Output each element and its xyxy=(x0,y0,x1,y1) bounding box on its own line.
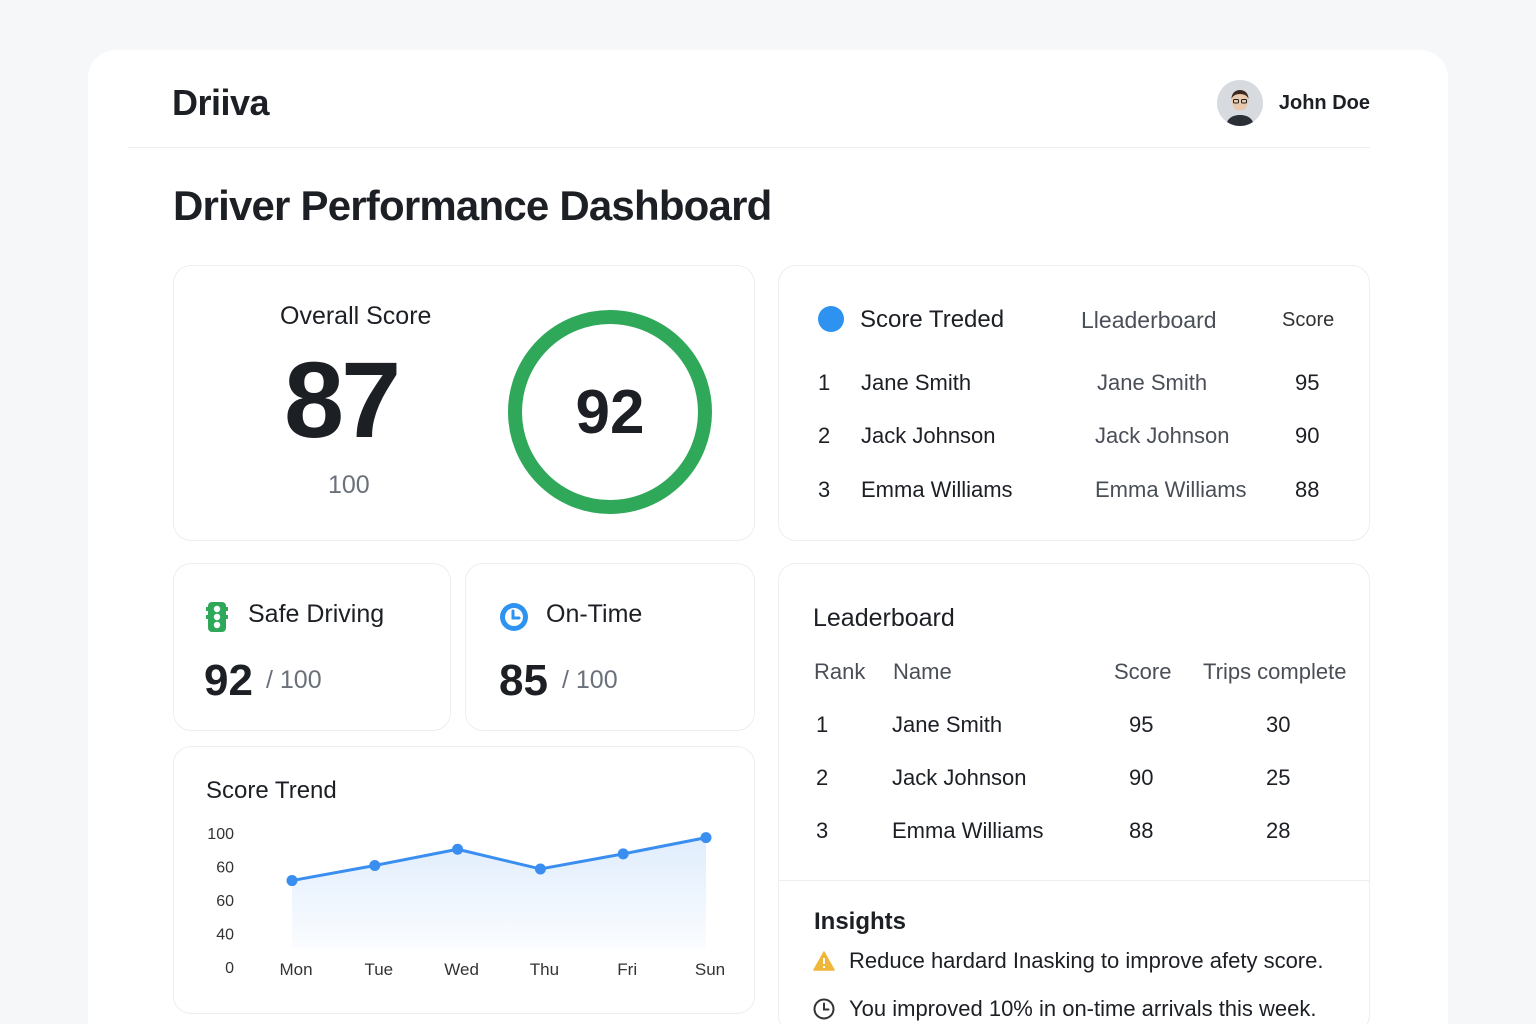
x-tick-label: Sun xyxy=(695,960,725,979)
mini-row-name[interactable]: Jack Johnson xyxy=(861,423,996,448)
score-header[interactable]: Score xyxy=(1282,309,1335,331)
mini-row-rank: 2 xyxy=(818,423,831,448)
clock-icon xyxy=(500,603,528,631)
traffic-light-icon xyxy=(206,602,228,632)
data-point[interactable] xyxy=(452,843,464,855)
y-tick-label: 100 xyxy=(207,826,234,843)
table-row-name[interactable]: Jack Johnson xyxy=(892,765,1027,790)
insight-text: You improved 10% in on-time arrivals thi… xyxy=(849,996,1317,1021)
insight-item: You improved 10% in on-time arrivals thi… xyxy=(813,996,1317,1022)
overall-score-value: 87 xyxy=(284,339,401,460)
table-row-score: 88 xyxy=(1129,818,1154,843)
overall-score-label: Overall Score xyxy=(280,302,432,330)
score-trend-leaderboard-card: Score Treded Lleaderboard Score 1 Jane S… xyxy=(778,265,1370,541)
series-area xyxy=(292,837,706,949)
table-row-trips: 25 xyxy=(1266,765,1291,790)
insight-item: Reduce hardard Inasking to improve afety… xyxy=(813,948,1323,974)
leaderboard-header[interactable]: Lleaderboard xyxy=(1081,307,1217,333)
mini-row-name2: Jane Smith xyxy=(1097,370,1208,395)
score-trend-title: Score Treded xyxy=(860,306,1005,333)
safe-driving-value: 92 xyxy=(204,656,253,705)
table-row-name[interactable]: Emma Williams xyxy=(892,818,1044,843)
y-tick-label: 40 xyxy=(216,927,234,944)
on-time-max: / 100 xyxy=(562,666,618,694)
overall-score-card: Overall Score 87 100 92 xyxy=(173,265,755,541)
data-point[interactable] xyxy=(286,875,298,887)
mini-row-name[interactable]: Jane Smith xyxy=(861,370,972,395)
x-tick-label: Wed xyxy=(444,960,479,979)
clock-icon xyxy=(813,998,835,1020)
data-point[interactable] xyxy=(534,863,546,875)
divider xyxy=(779,880,1369,881)
safe-driving-max: / 100 xyxy=(266,666,322,694)
mini-row-score: 90 xyxy=(1295,423,1320,448)
on-time-title: On-Time xyxy=(546,600,643,628)
table-row-rank: 3 xyxy=(816,818,829,843)
data-point[interactable] xyxy=(617,848,629,860)
safe-driving-card: Safe Driving 92 / 100 xyxy=(173,563,451,731)
chart-title: Score Trend xyxy=(206,777,337,804)
table-row-rank: 1 xyxy=(816,712,829,737)
score-ring-arc xyxy=(508,310,712,514)
leaderboard-card: Leaderboard Rank Name Score Trips comple… xyxy=(778,563,1370,1024)
insight-text: Reduce hardard Inasking to improve afety… xyxy=(849,948,1324,973)
table-row-name[interactable]: Jane Smith xyxy=(892,712,1003,737)
top-bar: Driiva John Doe xyxy=(128,70,1370,148)
on-time-value: 85 xyxy=(499,656,548,705)
status-dot-icon xyxy=(818,306,844,332)
warning-icon xyxy=(813,951,835,971)
x-tick-label: Thu xyxy=(530,960,559,979)
mini-row-score: 95 xyxy=(1295,370,1320,395)
table-row-trips: 28 xyxy=(1266,818,1291,843)
overall-score-max: 100 xyxy=(328,471,370,499)
mini-row-rank: 3 xyxy=(818,477,831,502)
mini-row-score: 88 xyxy=(1295,477,1320,502)
insights-title: Insights xyxy=(814,908,907,935)
y-tick-label: 60 xyxy=(216,860,234,877)
x-tick-label: Tue xyxy=(364,960,393,979)
avatar[interactable] xyxy=(1216,80,1263,126)
col-header-trips[interactable]: Trips complete xyxy=(1203,659,1347,684)
data-point[interactable] xyxy=(369,859,381,871)
x-tick-label: Fri xyxy=(617,960,637,979)
mini-row-rank: 1 xyxy=(818,370,831,395)
brand-logo[interactable]: Driiva xyxy=(172,82,270,123)
user-name[interactable]: John Doe xyxy=(1278,91,1370,114)
safe-driving-title: Safe Driving xyxy=(248,600,385,628)
col-header-rank[interactable]: Rank xyxy=(814,659,866,684)
table-row-score: 90 xyxy=(1129,765,1154,790)
y-tick-label: 60 xyxy=(216,893,234,910)
series-line xyxy=(291,836,707,883)
data-point[interactable] xyxy=(700,832,712,844)
mini-row-name2: Jack Johnson xyxy=(1095,423,1230,448)
col-header-score[interactable]: Score xyxy=(1114,659,1172,684)
mini-row-name2: Emma Williams xyxy=(1095,477,1247,502)
score-trend-card: Score Trend 100 60 60 40 0 Mon Tue Wed Thu Fri Sun xyxy=(173,746,755,1014)
user-menu[interactable]: John Doe xyxy=(1216,80,1370,126)
on-time-card: On-Time 85 / 100 xyxy=(465,563,755,731)
score-trend-chart: 100 60 60 40 0 Mon Tue Wed Thu Fri Sun xyxy=(207,826,725,979)
table-row-rank: 2 xyxy=(816,765,829,790)
score-ring-value: 92 xyxy=(575,377,645,447)
y-tick-label: 0 xyxy=(225,960,234,977)
table-row-score: 95 xyxy=(1129,712,1154,737)
mini-row-name[interactable]: Emma Williams xyxy=(861,477,1013,502)
table-row-trips: 30 xyxy=(1266,712,1291,737)
score-ring xyxy=(508,310,712,514)
x-tick-label: Mon xyxy=(279,960,312,979)
leaderboard-title: Leaderboard xyxy=(813,604,955,632)
page-title: Driver Performance Dashboard xyxy=(173,182,772,229)
col-header-name[interactable]: Name xyxy=(893,659,952,684)
